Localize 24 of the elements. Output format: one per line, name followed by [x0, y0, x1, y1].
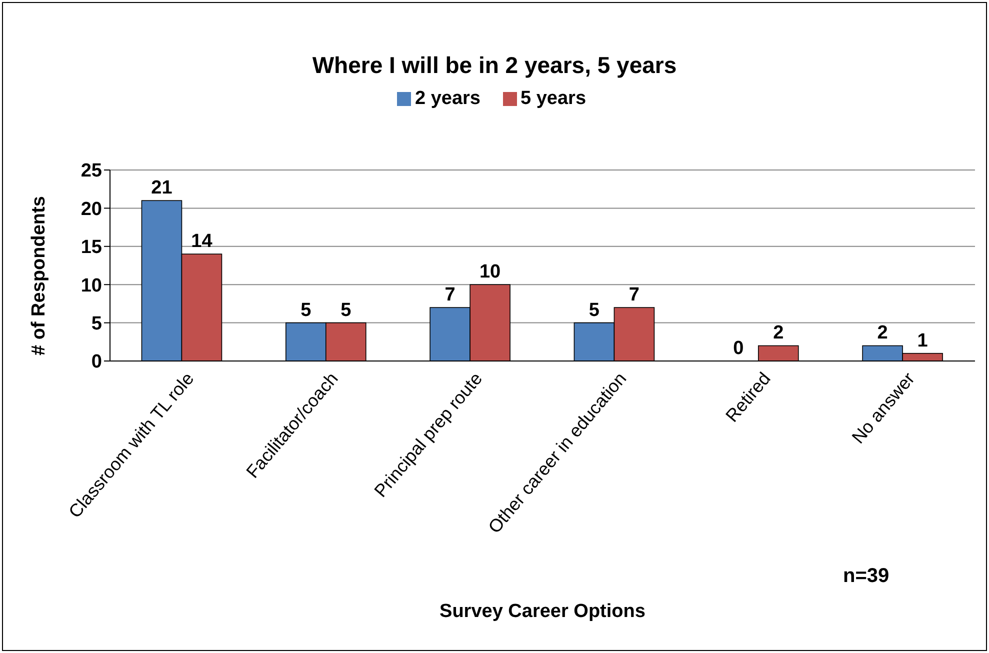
data-label: 0: [733, 338, 744, 359]
data-label: 7: [628, 284, 640, 306]
data-label: 2: [877, 322, 888, 344]
data-label: 5: [300, 300, 312, 321]
y-tick-label: 0: [91, 352, 102, 373]
y-tick-label: 10: [80, 275, 102, 296]
x-axis-title: Survey Career Options: [440, 601, 646, 622]
data-label: 1: [917, 330, 928, 352]
y-tick-label: 20: [80, 198, 102, 220]
chart-title: Where I will be in 2 years, 5 years: [311, 52, 678, 79]
y-tick-label: 5: [91, 314, 102, 335]
y-tick-label: 25: [80, 160, 102, 182]
legend-label: 5 years: [520, 88, 586, 109]
data-label: 5: [588, 300, 600, 321]
data-label: 21: [151, 178, 173, 199]
data-label: 2: [773, 322, 784, 344]
y-tick-label: 15: [80, 237, 102, 258]
legend-label: 2 years: [414, 88, 480, 109]
data-label: 7: [444, 284, 456, 306]
text: n=39: [843, 565, 890, 588]
data-label: 14: [191, 231, 213, 252]
data-label: 10: [479, 262, 501, 283]
y-axis-title: # of Respondents: [28, 196, 50, 356]
data-label: 5: [340, 300, 352, 321]
